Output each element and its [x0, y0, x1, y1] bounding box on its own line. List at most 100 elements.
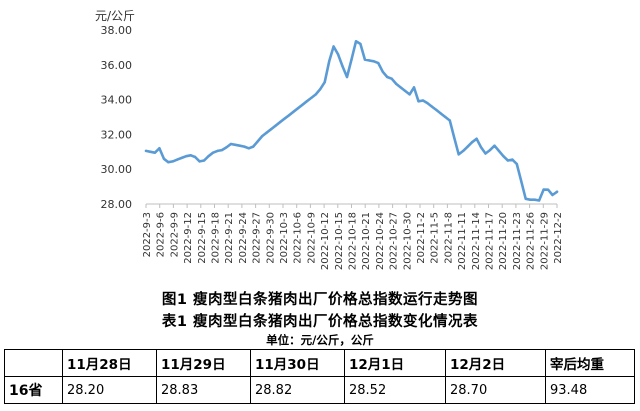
data-point	[225, 146, 228, 149]
x-tick-label: 2022-10-21	[361, 212, 372, 270]
table-row: 16省 28.20 28.83 28.82 28.52 28.70 93.48	[4, 376, 635, 404]
x-tick-label: 2022-11-5	[430, 212, 441, 264]
x-tick-label: 2022-10-9	[306, 212, 317, 264]
data-point	[520, 180, 523, 183]
x-tick-label: 2022-9-24	[238, 212, 249, 264]
y-axis-unit-label: 元/公斤	[95, 9, 136, 23]
x-tick-label: 2022-10-15	[334, 212, 345, 270]
data-point	[198, 160, 201, 163]
data-point	[292, 110, 295, 114]
x-tick-label: 2022-10-12	[320, 212, 331, 270]
x-tick-label: 2022-9-15	[197, 212, 208, 264]
data-point	[417, 100, 420, 103]
table-header-cell	[4, 349, 63, 377]
x-tick-label: 2022-10-18	[348, 212, 359, 270]
data-point	[395, 82, 398, 86]
x-tick-label: 2022-9-9	[169, 212, 180, 257]
data-point	[216, 149, 219, 153]
data-point	[234, 143, 237, 146]
y-tick-label: 38.00	[101, 24, 133, 37]
data-point	[211, 151, 215, 154]
data-point	[176, 158, 179, 161]
x-tick-label: 2022-9-30	[265, 212, 276, 264]
table-header-cell: 宰后均重	[545, 349, 635, 377]
data-point	[283, 117, 286, 120]
x-tick-label: 2022-10-24	[375, 212, 386, 270]
data-point	[162, 157, 166, 160]
data-point	[368, 59, 371, 62]
data-point	[529, 198, 532, 201]
data-point	[229, 142, 233, 146]
data-point	[243, 145, 246, 148]
data-point	[484, 152, 487, 155]
data-point	[247, 147, 250, 150]
data-point	[493, 144, 496, 147]
price-change-table: 11月28日 11月29日 11月30日 12月1日 12月2日 宰后均重 16…	[4, 349, 635, 404]
data-point	[435, 108, 438, 112]
table-header-cell: 12月1日	[344, 349, 446, 377]
data-point	[310, 96, 313, 100]
y-tick-label: 32.00	[101, 128, 133, 141]
table-header-row: 11月28日 11月29日 11月30日 12月1日 12月2日 宰后均重	[4, 349, 635, 377]
data-point	[256, 140, 259, 143]
table-cell: 28.82	[250, 376, 345, 404]
table-unit-label: 单位：元/公斤，公斤	[266, 333, 374, 347]
data-point	[408, 93, 411, 96]
data-point	[502, 155, 505, 158]
x-tick-label: 2022-11-11	[457, 212, 468, 270]
data-point	[323, 81, 326, 84]
data-point	[372, 60, 375, 63]
data-point	[314, 93, 317, 96]
data-point	[359, 42, 362, 46]
table-cell: 28.83	[156, 376, 251, 404]
x-tick-label: 2022-12-2	[553, 212, 564, 264]
data-point	[515, 162, 518, 166]
data-point	[533, 198, 536, 201]
data-point	[453, 136, 456, 140]
y-tick-label: 34.00	[101, 94, 133, 107]
data-point	[403, 89, 407, 93]
data-point	[448, 119, 451, 122]
x-tick-label: 2022-11-23	[512, 212, 523, 270]
data-point	[274, 124, 277, 127]
data-point	[412, 86, 416, 89]
x-tick-label: 2022-11-14	[471, 212, 482, 270]
table-header-cell: 11月28日	[62, 349, 157, 377]
data-point	[341, 65, 344, 68]
data-point	[462, 149, 465, 153]
data-point	[399, 86, 402, 89]
data-point	[377, 61, 380, 65]
data-point	[287, 114, 291, 117]
data-point	[301, 103, 304, 107]
data-point	[551, 193, 554, 197]
data-point	[386, 75, 389, 79]
x-tick-label: 2022-11-17	[485, 212, 496, 270]
data-point	[511, 158, 514, 161]
x-tick-label: 2022-10-3	[279, 212, 290, 264]
data-point	[207, 155, 210, 158]
data-point	[167, 161, 170, 164]
data-point	[158, 147, 161, 150]
data-point	[305, 100, 308, 103]
y-axis-tick-labels: 28.00 30.00 32.00 34.00 36.00 38.00	[101, 24, 133, 211]
data-point	[390, 77, 393, 80]
table-header-cell: 12月2日	[445, 349, 546, 377]
data-point	[261, 134, 264, 138]
data-point	[319, 88, 322, 91]
table-cell: 28.70	[445, 376, 546, 404]
table-cell: 28.52	[344, 376, 446, 404]
x-axis-tick-labels: 2022-9-3 2022-9-6 2022-9-9 2022-9-12 2022-9-…	[142, 212, 564, 270]
data-point	[537, 199, 541, 202]
data-point	[475, 137, 478, 140]
x-tick-label: 2022-10-30	[402, 212, 413, 270]
y-tick-label: 30.00	[101, 163, 133, 176]
x-tick-label: 2022-11-2	[416, 212, 427, 264]
data-point	[180, 156, 183, 160]
x-tick-label: 2022-11-8	[443, 212, 454, 264]
chart-title: 图1 瘦肉型白条猪肉出厂价格总指数运行走势图	[161, 292, 479, 308]
table-header-cell: 11月30日	[250, 349, 345, 377]
x-tick-label: 2022-9-21	[224, 212, 235, 264]
x-tick-label: 2022-11-26	[526, 212, 537, 270]
data-point	[506, 159, 510, 162]
data-point	[381, 70, 384, 74]
